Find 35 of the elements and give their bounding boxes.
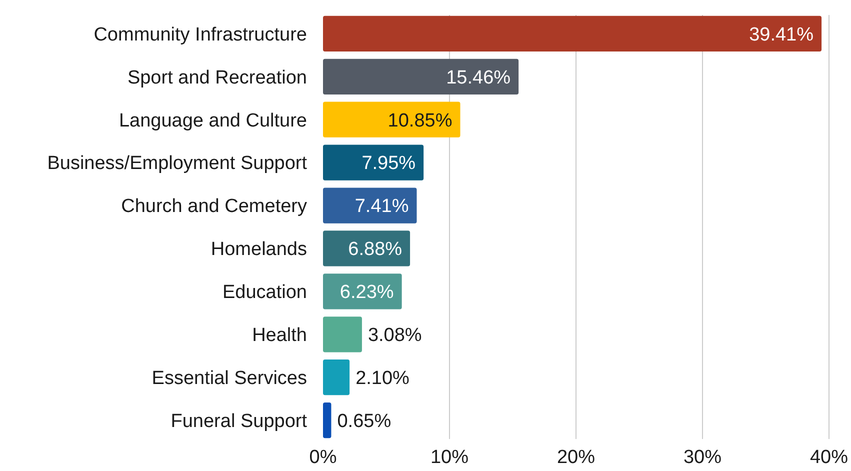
- data-label: 3.08%: [368, 325, 422, 346]
- bar: [323, 230, 410, 266]
- y-tick-label: Language and Culture: [118, 110, 307, 132]
- y-tick-label: Homelands: [210, 239, 307, 260]
- bar: [323, 188, 417, 224]
- data-label: 2.10%: [356, 368, 410, 390]
- data-label: 7.95%: [362, 153, 416, 174]
- bar: [323, 16, 822, 52]
- x-tick-label: 0%: [309, 447, 337, 468]
- bar: [323, 402, 332, 438]
- y-tick-label: Community Infrastructure: [94, 24, 307, 46]
- x-tick-label: 30%: [683, 447, 722, 468]
- y-tick-label: Business/Employment Support: [47, 153, 308, 174]
- bar: [323, 316, 362, 352]
- data-label: 6.23%: [340, 282, 394, 304]
- data-label: 15.46%: [446, 67, 511, 88]
- y-tick-label: Sport and Recreation: [127, 67, 307, 88]
- y-tick-label: Health: [252, 325, 307, 346]
- data-label: 39.41%: [749, 24, 814, 46]
- x-tick-label: 10%: [430, 447, 469, 468]
- y-tick-label: Church and Cemetery: [121, 196, 308, 218]
- bar: [323, 144, 424, 180]
- bar: [323, 360, 350, 396]
- data-label: 6.88%: [348, 239, 402, 260]
- data-label: 10.85%: [388, 110, 452, 132]
- y-tick-label: Essential Services: [152, 368, 307, 390]
- y-tick-label: Education: [222, 282, 307, 304]
- bar: [323, 274, 402, 310]
- bar: [323, 58, 519, 94]
- y-tick-label: Funeral Support: [170, 410, 308, 432]
- x-tick-label: 20%: [556, 447, 596, 468]
- x-tick-label: 40%: [810, 447, 848, 468]
- data-label: 7.41%: [354, 196, 409, 218]
- bar: [323, 102, 460, 138]
- data-label: 0.65%: [337, 410, 392, 432]
